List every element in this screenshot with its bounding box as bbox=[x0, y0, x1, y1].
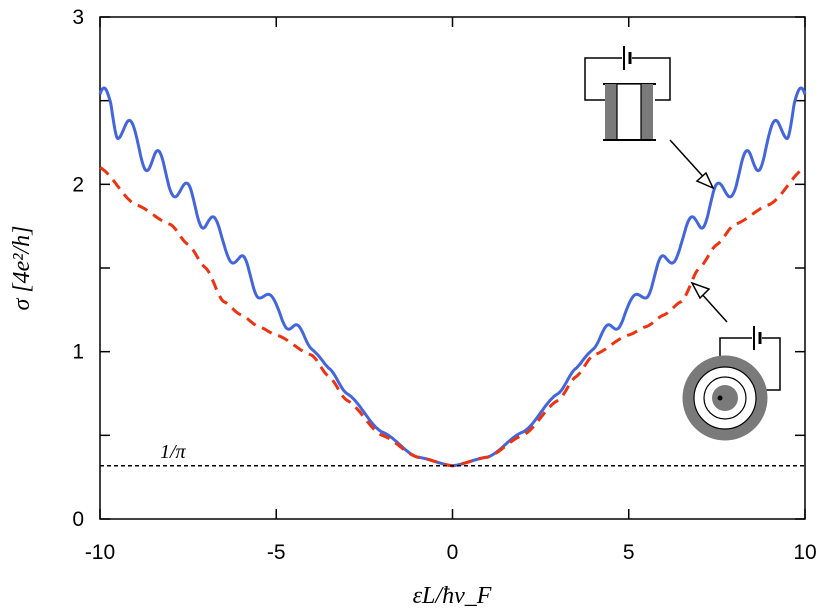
x-tick-label: 10 bbox=[793, 541, 816, 564]
x-axis-label: εL/ħv_F bbox=[413, 583, 492, 609]
y-tick-label: 0 bbox=[72, 508, 84, 531]
slab-right-contact bbox=[641, 84, 653, 140]
disk-outer-contact bbox=[682, 355, 768, 441]
slab-arrow-line bbox=[669, 139, 709, 183]
series-layer bbox=[98, 86, 807, 468]
slab-circuit-wire bbox=[584, 57, 671, 101]
y-tick-label: 1 bbox=[72, 341, 84, 364]
x-tick-label: -5 bbox=[267, 541, 286, 564]
disk-center-dot bbox=[717, 395, 723, 401]
slab-geometry-inset bbox=[584, 46, 715, 190]
axis-tick-labels: -10 -5 0 5 10 0 1 2 3 bbox=[72, 6, 816, 564]
y-axis-label: σ [4e²/h] bbox=[9, 225, 35, 310]
y-tick-label: 2 bbox=[72, 173, 84, 196]
x-tick-label: -10 bbox=[85, 541, 115, 564]
slab-channel bbox=[616, 83, 642, 141]
slab-arrow-head bbox=[695, 171, 715, 190]
disk-arrow-line bbox=[699, 291, 728, 323]
x-tick-label: 5 bbox=[623, 541, 635, 564]
x-tick-label: 0 bbox=[447, 541, 459, 564]
y-tick-label: 3 bbox=[72, 6, 84, 29]
disk-arrow-head bbox=[690, 281, 711, 300]
corbino-disk-inset bbox=[682, 281, 781, 441]
slab-left-contact bbox=[605, 84, 617, 140]
axis-ticks bbox=[99, 16, 806, 520]
disk-inner-contact bbox=[712, 385, 738, 411]
annotation-one-over-pi: 1/π bbox=[160, 441, 187, 463]
disk-inner-boundary bbox=[703, 376, 747, 420]
